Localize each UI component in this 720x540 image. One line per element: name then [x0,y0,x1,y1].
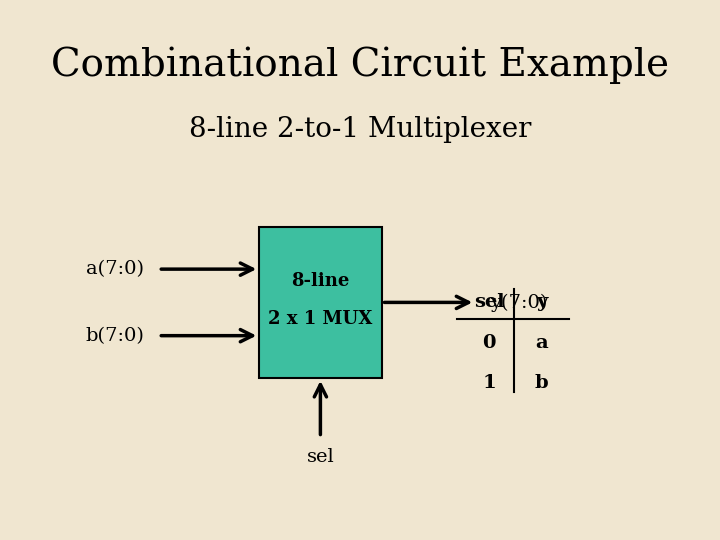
Text: sel: sel [474,293,505,312]
Text: b(7:0): b(7:0) [85,327,144,345]
Text: 8-line 2-to-1 Multiplexer: 8-line 2-to-1 Multiplexer [189,116,531,143]
Text: a(7:0): a(7:0) [86,260,144,278]
Text: a: a [536,334,548,352]
Text: sel: sel [307,448,334,466]
Text: 8-line: 8-line [291,272,350,290]
Text: y(7:0): y(7:0) [490,293,547,312]
Text: 2 x 1 MUX: 2 x 1 MUX [269,309,372,328]
Text: Combinational Circuit Example: Combinational Circuit Example [51,46,669,84]
Text: 0: 0 [482,334,496,352]
Text: y: y [536,293,547,312]
Bar [259,227,382,378]
Text: 1: 1 [482,374,496,393]
Text: b: b [535,374,549,393]
